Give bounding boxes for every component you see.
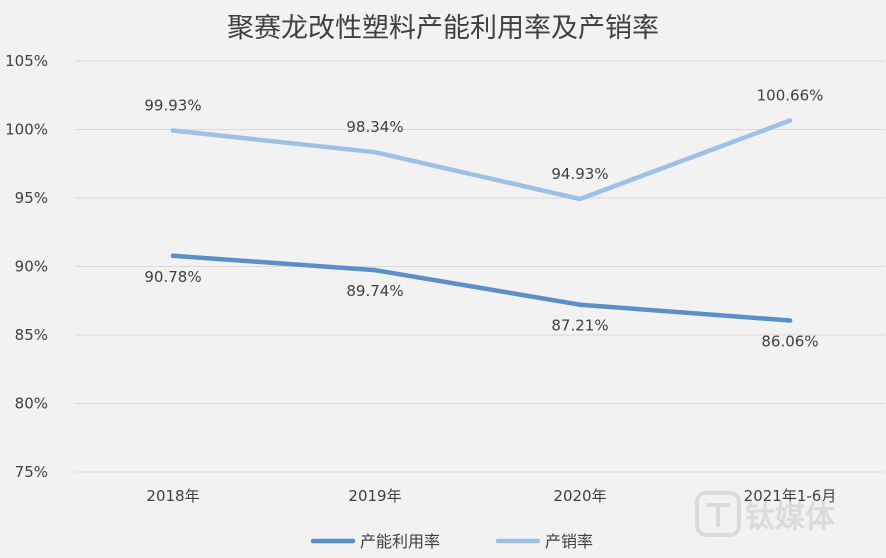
data-label: 98.34%	[346, 118, 403, 136]
series-line-0	[170, 253, 793, 323]
gridlines	[75, 60, 885, 473]
y-tick-label: 85%	[15, 326, 48, 344]
data-label: 94.93%	[551, 165, 608, 183]
series-line-1	[170, 118, 793, 202]
y-tick-label: 100%	[5, 121, 48, 139]
data-point	[577, 196, 583, 202]
y-axis-ticks: 75% 80% 85% 90% 95% 100% 105%	[5, 52, 48, 481]
y-tick-label: 80%	[15, 395, 48, 413]
legend-label: 产能利用率	[360, 532, 440, 551]
x-tick-label: 2018年	[146, 487, 199, 505]
data-label: 90.78%	[144, 268, 201, 286]
data-label: 99.93%	[144, 97, 201, 115]
data-point	[170, 128, 176, 133]
data-point	[170, 253, 176, 259]
data-point	[787, 318, 793, 323]
x-tick-label: 2021年1-6月	[744, 487, 837, 505]
data-point	[787, 118, 793, 123]
x-tick-label: 2020年	[553, 487, 606, 505]
watermark-text: 钛媒体	[745, 500, 836, 535]
data-label: 86.06%	[761, 333, 818, 351]
data-point	[372, 149, 378, 155]
y-tick-label: 75%	[15, 463, 48, 481]
data-point	[577, 302, 583, 308]
legend: 产能利用率 产销率	[310, 532, 593, 551]
data-label: 89.74%	[346, 282, 403, 300]
data-label: 87.21%	[551, 317, 608, 335]
data-labels: 90.78% 89.74% 87.21% 86.06% 99.93% 98.34% 94.9…	[144, 87, 823, 351]
series-lines	[170, 118, 793, 323]
x-tick-label: 2019年	[348, 487, 401, 505]
watermark: 钛媒体	[695, 491, 836, 537]
chart-title: 聚赛龙改性塑料产能利用率及产销率	[227, 13, 659, 44]
x-axis-ticks: 2018年 2019年 2020年 2021年1-6月	[146, 487, 836, 505]
data-label: 100.66%	[757, 87, 824, 105]
y-tick-label: 105%	[5, 52, 48, 70]
tmtpost-logo-icon	[695, 491, 741, 537]
y-tick-label: 90%	[15, 258, 48, 276]
legend-label: 产销率	[545, 532, 593, 551]
data-point	[372, 267, 378, 273]
y-tick-label: 95%	[15, 189, 48, 207]
